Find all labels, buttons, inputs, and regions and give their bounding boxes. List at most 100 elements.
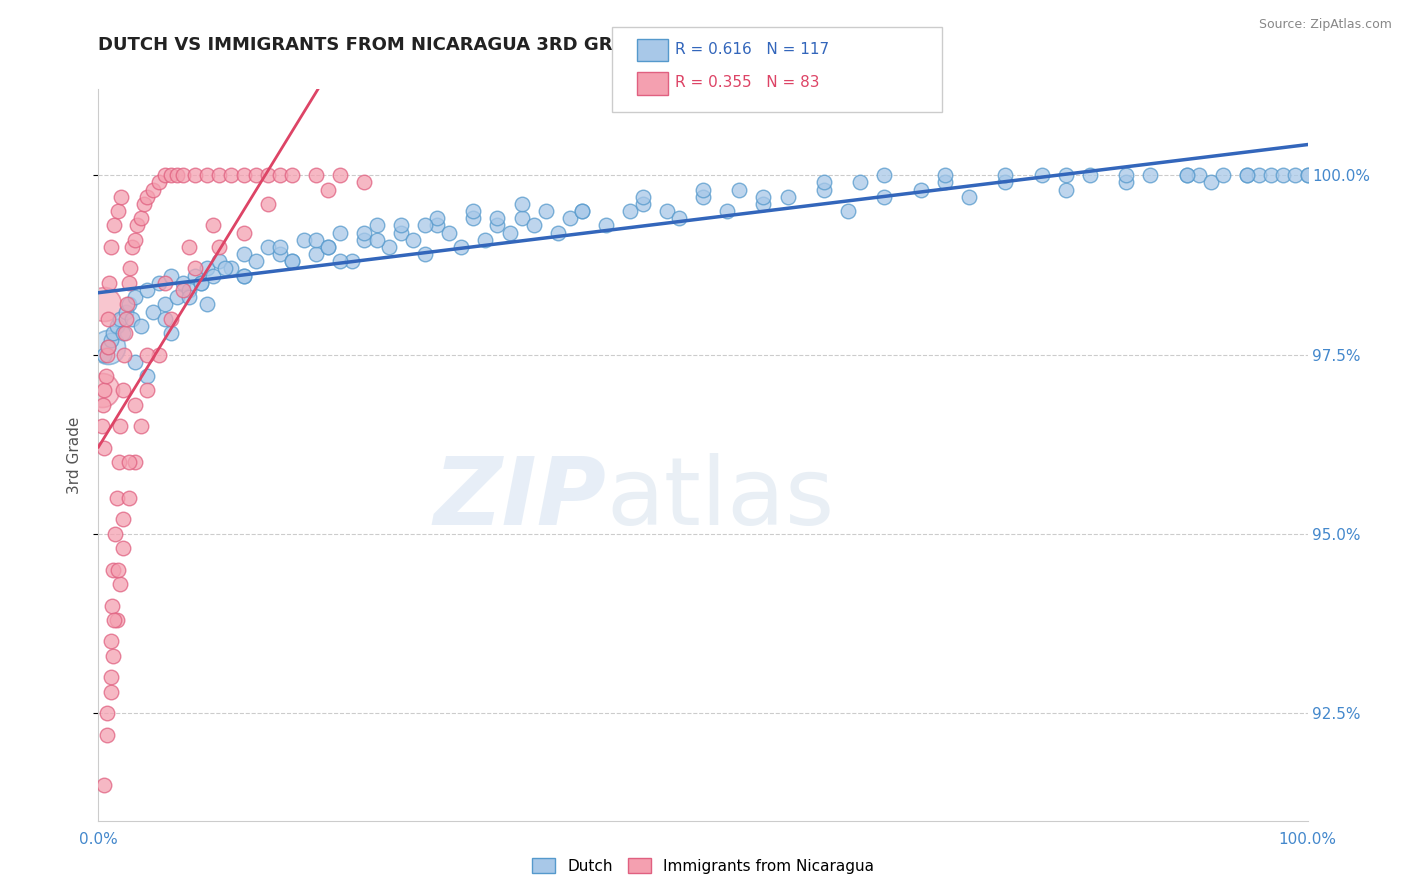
- Point: [1175, 168, 1198, 182]
- Point: [97, 311, 120, 326]
- Point: [114, 326, 136, 340]
- Point: [498, 226, 520, 240]
- Point: [208, 240, 231, 254]
- Point: [172, 283, 194, 297]
- Point: [111, 512, 134, 526]
- Point: [214, 261, 236, 276]
- Point: [101, 563, 124, 577]
- Point: [172, 276, 194, 290]
- Point: [221, 261, 243, 276]
- Point: [776, 190, 799, 204]
- Point: [142, 304, 165, 318]
- Point: [108, 419, 131, 434]
- Point: [305, 168, 328, 182]
- Text: R = 0.616   N = 117: R = 0.616 N = 117: [675, 42, 830, 57]
- Point: [166, 290, 188, 304]
- Point: [190, 276, 212, 290]
- Point: [134, 197, 156, 211]
- Point: [129, 419, 152, 434]
- Point: [118, 491, 141, 505]
- Point: [100, 333, 122, 347]
- Point: [103, 219, 125, 233]
- Point: [160, 268, 183, 283]
- Point: [305, 247, 328, 261]
- Point: [1272, 168, 1295, 182]
- Point: [571, 204, 593, 219]
- Point: [1139, 168, 1161, 182]
- Point: [115, 311, 138, 326]
- Point: [1115, 176, 1137, 190]
- Point: [1031, 168, 1053, 182]
- Point: [118, 297, 141, 311]
- Point: [124, 290, 146, 304]
- Point: [105, 491, 128, 505]
- Point: [486, 211, 509, 226]
- Point: [655, 204, 678, 219]
- Point: [1115, 168, 1137, 182]
- Point: [124, 398, 146, 412]
- Point: [256, 197, 278, 211]
- Point: [281, 168, 304, 182]
- Point: [316, 240, 339, 254]
- Point: [98, 276, 121, 290]
- Point: [534, 204, 557, 219]
- Point: [232, 226, 254, 240]
- Point: [631, 190, 654, 204]
- Point: [389, 226, 412, 240]
- Point: [208, 168, 231, 182]
- Point: [316, 240, 339, 254]
- Point: [813, 183, 835, 197]
- Point: [595, 219, 617, 233]
- Point: [129, 211, 152, 226]
- Point: [510, 197, 533, 211]
- Point: [873, 168, 896, 182]
- Point: [752, 197, 775, 211]
- Point: [121, 240, 143, 254]
- Point: [1054, 183, 1077, 197]
- Point: [728, 183, 751, 197]
- Point: [208, 254, 231, 268]
- Point: [232, 268, 254, 283]
- Point: [111, 384, 134, 398]
- Point: [166, 168, 188, 182]
- Point: [107, 563, 129, 577]
- Point: [93, 347, 115, 361]
- Point: [269, 240, 291, 254]
- Point: [389, 219, 412, 233]
- Point: [486, 219, 509, 233]
- Point: [934, 176, 956, 190]
- Point: [849, 176, 872, 190]
- Point: [195, 168, 218, 182]
- Point: [994, 176, 1017, 190]
- Point: [692, 183, 714, 197]
- Point: [631, 197, 654, 211]
- Point: [118, 455, 141, 469]
- Point: [108, 577, 131, 591]
- Legend: Dutch, Immigrants from Nicaragua: Dutch, Immigrants from Nicaragua: [526, 852, 880, 880]
- Point: [353, 233, 375, 247]
- Point: [402, 233, 425, 247]
- Point: [97, 340, 120, 354]
- Point: [668, 211, 690, 226]
- Point: [115, 304, 138, 318]
- Point: [256, 168, 278, 182]
- Point: [619, 204, 641, 219]
- Point: [97, 340, 120, 354]
- Point: [245, 254, 267, 268]
- Point: [179, 240, 201, 254]
- Point: [413, 247, 436, 261]
- Point: [232, 268, 254, 283]
- Point: [1236, 168, 1258, 182]
- Point: [111, 326, 134, 340]
- Point: [101, 326, 124, 340]
- Point: [281, 254, 304, 268]
- Point: [179, 290, 201, 304]
- Point: [1249, 168, 1271, 182]
- Point: [118, 261, 141, 276]
- Point: [316, 183, 339, 197]
- Point: [377, 240, 399, 254]
- Point: [160, 168, 183, 182]
- Point: [148, 347, 170, 361]
- Point: [269, 247, 291, 261]
- Point: [93, 441, 115, 455]
